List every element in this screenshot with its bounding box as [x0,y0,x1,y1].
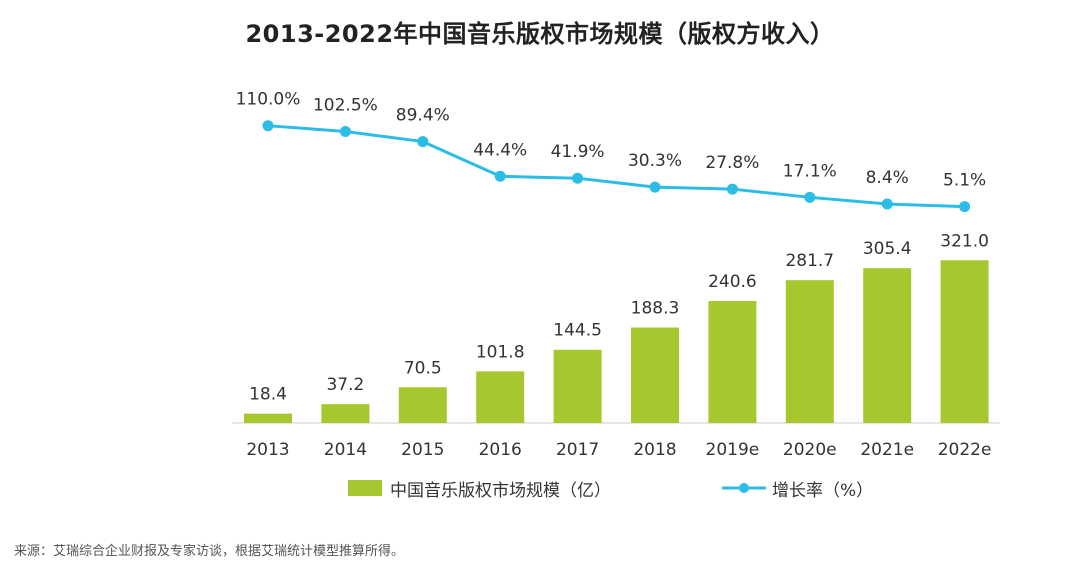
x-tick-2014: 2014 [324,440,367,460]
growth-rate-points [262,120,971,213]
legend-item-market-size: 中国音乐版权市场规模（亿） [348,476,611,501]
growth-rate-labels: 110.0% 102.5% 89.4% 44.4% 41.9% 30.3% 27.8% 17.… [236,90,987,191]
bar-label-2017: 144.5 [553,321,602,341]
legend-line-swatch [722,483,766,493]
bar-2017 [553,349,602,423]
bar-2013 [244,413,292,423]
x-tick-labels: 2013 2014 2015 2016 2017 2018 2019e 2020e 2021e 2… [246,440,991,460]
x-tick-2017: 2017 [556,440,599,460]
legend-label-growth-rate: 增长率（%） [772,480,874,501]
bar-label-2016: 101.8 [476,342,525,362]
x-tick-2018: 2018 [633,440,676,460]
bar-2015 [398,387,447,423]
bar-label-2013: 18.4 [249,385,287,405]
bar-label-2020e: 281.7 [785,251,834,271]
x-tick-2022e: 2022e [938,440,992,460]
bar-label-2015: 70.5 [404,358,442,378]
growth-label-2016: 44.4% [473,140,527,160]
bar-2022e [940,260,989,423]
growth-point-2016 [494,170,506,182]
growth-point-2017 [572,172,584,184]
growth-label-2017: 41.9% [551,142,605,162]
growth-point-2013 [262,120,274,132]
growth-label-2013: 110.0% [236,90,301,110]
growth-point-2014 [339,125,351,137]
growth-label-2014: 102.5% [313,95,378,115]
bar-label-2022e: 321.0 [940,231,989,251]
growth-point-2018 [649,181,661,193]
x-tick-2015: 2015 [401,440,444,460]
bar-label-2014: 37.2 [326,375,364,395]
growth-point-2015 [417,136,429,148]
bar-2016 [476,371,525,423]
growth-label-2019e: 27.8% [705,153,759,173]
chart-title: 2013-2022年中国音乐版权市场规模（版权方收入） [245,20,835,48]
source-note: 来源：艾瑞综合企业财报及专家访谈，根据艾瑞统计模型推算所得。 [14,544,405,559]
growth-label-2020e: 17.1% [783,161,837,181]
growth-point-2022e [959,201,971,213]
x-tick-2016: 2016 [479,440,522,460]
bar-series [244,260,989,423]
x-tick-2013: 2013 [246,440,289,460]
growth-label-2022e: 5.1% [943,171,986,191]
bar-label-2021e: 305.4 [863,239,912,259]
x-tick-2019e: 2019e [706,440,760,460]
bar-2018 [631,327,679,423]
growth-point-2019e [726,183,738,195]
x-tick-2021e: 2021e [860,440,914,460]
bar-2020e [785,280,834,423]
bar-2021e [863,268,912,423]
growth-label-2018: 30.3% [628,151,682,171]
growth-label-2015: 89.4% [396,106,450,126]
growth-point-2020e [804,191,816,203]
growth-label-2021e: 8.4% [866,168,909,188]
bar-2019e [708,301,757,423]
legend-bar-swatch [348,480,382,496]
legend-item-growth-rate: 增长率（%） [722,476,874,501]
growth-point-2021e [881,198,893,210]
growth-rate-line [267,124,965,209]
legend-label-market-size: 中国音乐版权市场规模（亿） [390,480,611,501]
x-tick-2020e: 2020e [783,440,837,460]
bar-2014 [321,404,370,423]
bar-value-labels: 18.4 37.2 70.5 101.8 144.5 188.3 240.6 281.7 305… [249,231,989,404]
bar-label-2018: 188.3 [631,299,680,319]
bar-label-2019e: 240.6 [708,272,757,292]
